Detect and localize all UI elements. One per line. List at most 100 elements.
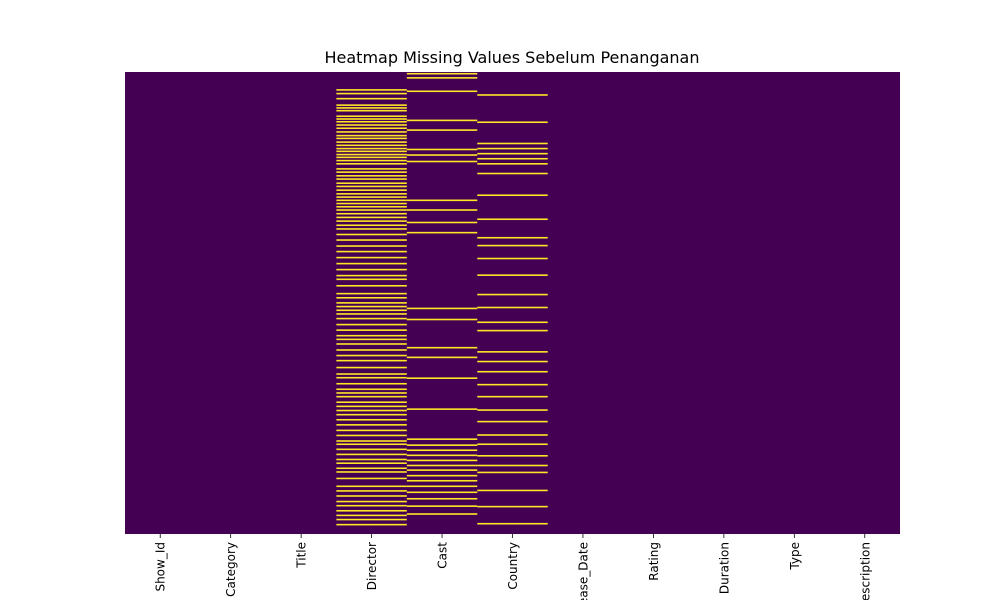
missing-cell-director-44: [336, 256, 407, 259]
missing-cell-cast-29: [406, 497, 478, 500]
missing-cell-director-34: [336, 209, 407, 211]
missing-cell-director-70: [336, 392, 407, 394]
missing-cell-director-55: [336, 313, 407, 315]
missing-cell-director-7: [336, 118, 407, 120]
missing-cell-director-32: [336, 202, 407, 205]
missing-cell-director-73: [336, 405, 407, 408]
missing-cell-director-8: [336, 120, 407, 123]
x-tick-label-duration: Duration: [717, 542, 731, 594]
x-tick-label-country: Country: [506, 542, 520, 590]
missing-cell-director-64: [336, 359, 407, 362]
missing-cell-director-9: [336, 124, 407, 126]
missing-cell-director-19: [336, 156, 407, 159]
missing-cell-director-69: [336, 388, 407, 391]
missing-cell-director-49: [336, 284, 407, 287]
missing-cell-director-36: [336, 216, 407, 219]
missing-cell-director-38: [336, 224, 407, 227]
missing-cell-director-31: [336, 199, 407, 202]
missing-cell-director-42: [336, 245, 407, 247]
missing-cell-cast-18: [406, 438, 478, 440]
missing-cell-country-29: [477, 471, 548, 474]
missing-cell-country-21: [477, 383, 548, 386]
missing-cell-cast-10: [406, 221, 478, 224]
missing-cell-director-95: [336, 514, 407, 517]
missing-cell-director-63: [336, 354, 407, 357]
missing-cell-cast-20: [406, 449, 478, 452]
missing-cell-country-13: [477, 274, 548, 276]
missing-cell-director-4: [336, 107, 407, 109]
missing-cell-cast-5: [406, 148, 478, 151]
missing-cell-cast-8: [406, 199, 478, 202]
missing-cell-director-67: [336, 376, 407, 379]
missing-cell-director-91: [336, 495, 407, 497]
x-tick-label-release-date: Release_Date: [576, 542, 590, 600]
missing-cell-director-20: [336, 159, 407, 162]
missing-cell-cast-16: [406, 377, 478, 379]
missing-cell-director-25: [336, 178, 407, 180]
missing-cell-cast-15: [406, 356, 478, 359]
missing-cell-cast-3: [406, 119, 478, 122]
missing-cell-director-13: [336, 137, 407, 140]
missing-cell-cast-6: [406, 154, 478, 156]
missing-cell-country-7: [477, 172, 548, 175]
missing-cell-director-12: [336, 134, 407, 137]
missing-cell-director-10: [336, 127, 407, 130]
x-tick-label-rating: Rating: [647, 542, 661, 581]
missing-cell-cast-9: [406, 209, 478, 211]
missing-cell-director-50: [336, 292, 407, 295]
missing-cell-cast-13: [406, 318, 478, 321]
missing-cell-country-22: [477, 395, 548, 398]
x-tick-label-cast: Cast: [436, 542, 450, 569]
missing-cell-director-37: [336, 220, 407, 222]
missing-cell-director-23: [336, 171, 407, 173]
missing-cell-director-43: [336, 250, 407, 253]
missing-cell-director-89: [336, 485, 407, 488]
missing-cell-country-9: [477, 218, 548, 221]
x-axis-ticks: Show_Id Category Title Director Cast Country R…: [154, 534, 872, 600]
missing-cell-cast-27: [406, 485, 478, 488]
chart-title: Heatmap Missing Values Sebelum Penangana…: [324, 48, 699, 67]
missing-cell-director-18: [336, 153, 407, 156]
x-tick-label-title: Title: [295, 542, 309, 569]
x-tick-label-show-id: Show_Id: [154, 542, 168, 592]
missing-cell-cast-12: [406, 307, 478, 310]
missing-cell-country-20: [477, 370, 548, 373]
missing-cell-director-93: [336, 504, 407, 507]
missing-cell-director-86: [336, 467, 407, 470]
missing-cell-director-45: [336, 262, 407, 265]
x-tick-label-description: Description: [858, 542, 872, 600]
missing-cell-director-3: [336, 104, 407, 106]
missing-cell-director-35: [336, 212, 407, 215]
missing-cell-country-15: [477, 306, 548, 309]
missing-cell-director-30: [336, 196, 407, 198]
missing-cell-director-2: [336, 97, 407, 100]
missing-cell-country-16: [477, 321, 548, 324]
missing-cell-director-83: [336, 453, 407, 456]
missing-cell-cast-21: [406, 454, 478, 457]
missing-cell-director-88: [336, 477, 407, 480]
missing-cell-director-97: [336, 523, 407, 526]
missing-cell-director-80: [336, 440, 407, 442]
missing-cell-cast-25: [406, 474, 478, 477]
missing-cell-country-4: [477, 152, 548, 155]
missing-cell-director-58: [336, 329, 407, 331]
missing-cell-director-74: [336, 409, 407, 412]
missing-cell-director-46: [336, 268, 407, 271]
missing-cell-director-75: [336, 413, 407, 416]
missing-cell-director-27: [336, 185, 407, 188]
missing-cell-director-77: [336, 424, 407, 426]
missing-cell-director-65: [336, 366, 407, 369]
missing-cell-cast-14: [406, 346, 478, 349]
missing-cell-country-10: [477, 236, 548, 239]
missing-cell-director-92: [336, 500, 407, 503]
missing-cell-country-0: [477, 94, 548, 96]
x-tick-label-type: Type: [788, 542, 802, 571]
missing-cell-director-57: [336, 323, 407, 326]
missing-cell-director-5: [336, 109, 407, 112]
missing-cell-director-85: [336, 462, 407, 464]
missing-cell-director-39: [336, 228, 407, 230]
missing-cell-cast-17: [406, 408, 478, 410]
missing-cell-country-28: [477, 464, 548, 467]
missing-cell-country-11: [477, 244, 548, 247]
